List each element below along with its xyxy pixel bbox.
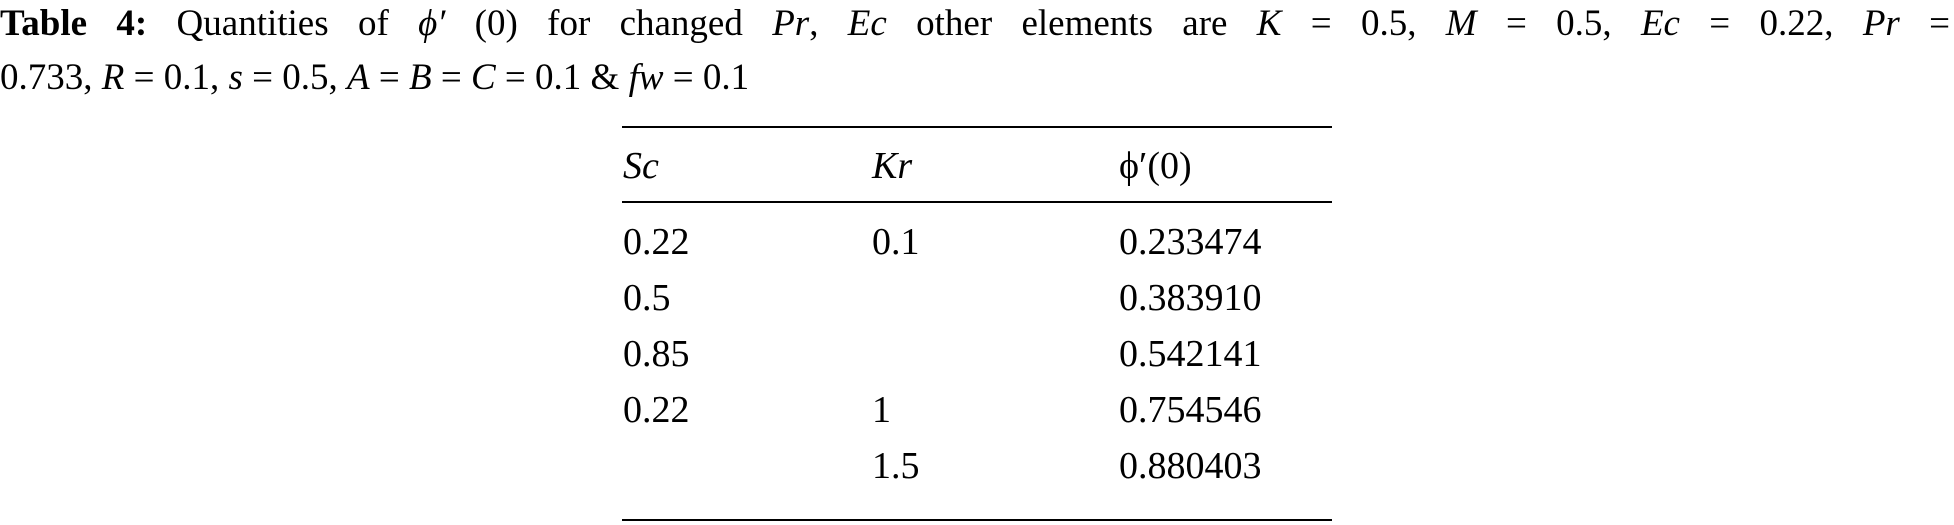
table-cell: 0.233474 bbox=[1119, 221, 1262, 263]
table-cell: 0.22 bbox=[623, 389, 690, 431]
caption-label: Table 4: bbox=[0, 3, 148, 44]
table-cell: 1.5 bbox=[872, 445, 920, 487]
table-cell: 0.1 bbox=[872, 221, 920, 263]
table-cell: 0.5 bbox=[623, 277, 671, 319]
table-bottom-rule bbox=[622, 519, 1332, 521]
table-cell: 0.542141 bbox=[1119, 333, 1262, 375]
table-cell: 0.383910 bbox=[1119, 277, 1262, 319]
table-cell: 0.85 bbox=[623, 333, 690, 375]
table-header-rule bbox=[622, 201, 1332, 203]
table-cell: 0.880403 bbox=[1119, 445, 1262, 487]
header-phi-prime: ϕ′(0) bbox=[1119, 145, 1192, 187]
table-top-rule bbox=[622, 126, 1332, 128]
table-cell: 1 bbox=[872, 389, 891, 431]
table-cell: 0.22 bbox=[623, 221, 690, 263]
table-cell: 0.754546 bbox=[1119, 389, 1262, 431]
caption-text: Quantities of ϕ′ (0) for changed Pr, Ec … bbox=[176, 3, 1950, 44]
header-kr: Kr bbox=[872, 145, 913, 187]
header-sc: Sc bbox=[623, 145, 659, 187]
table-caption-line-1: Table 4: Quantities of ϕ′ (0) for change… bbox=[0, 2, 1950, 46]
table-caption-line-2: 0.733, R = 0.1, s = 0.5, A = B = C = 0.1… bbox=[0, 57, 750, 98]
